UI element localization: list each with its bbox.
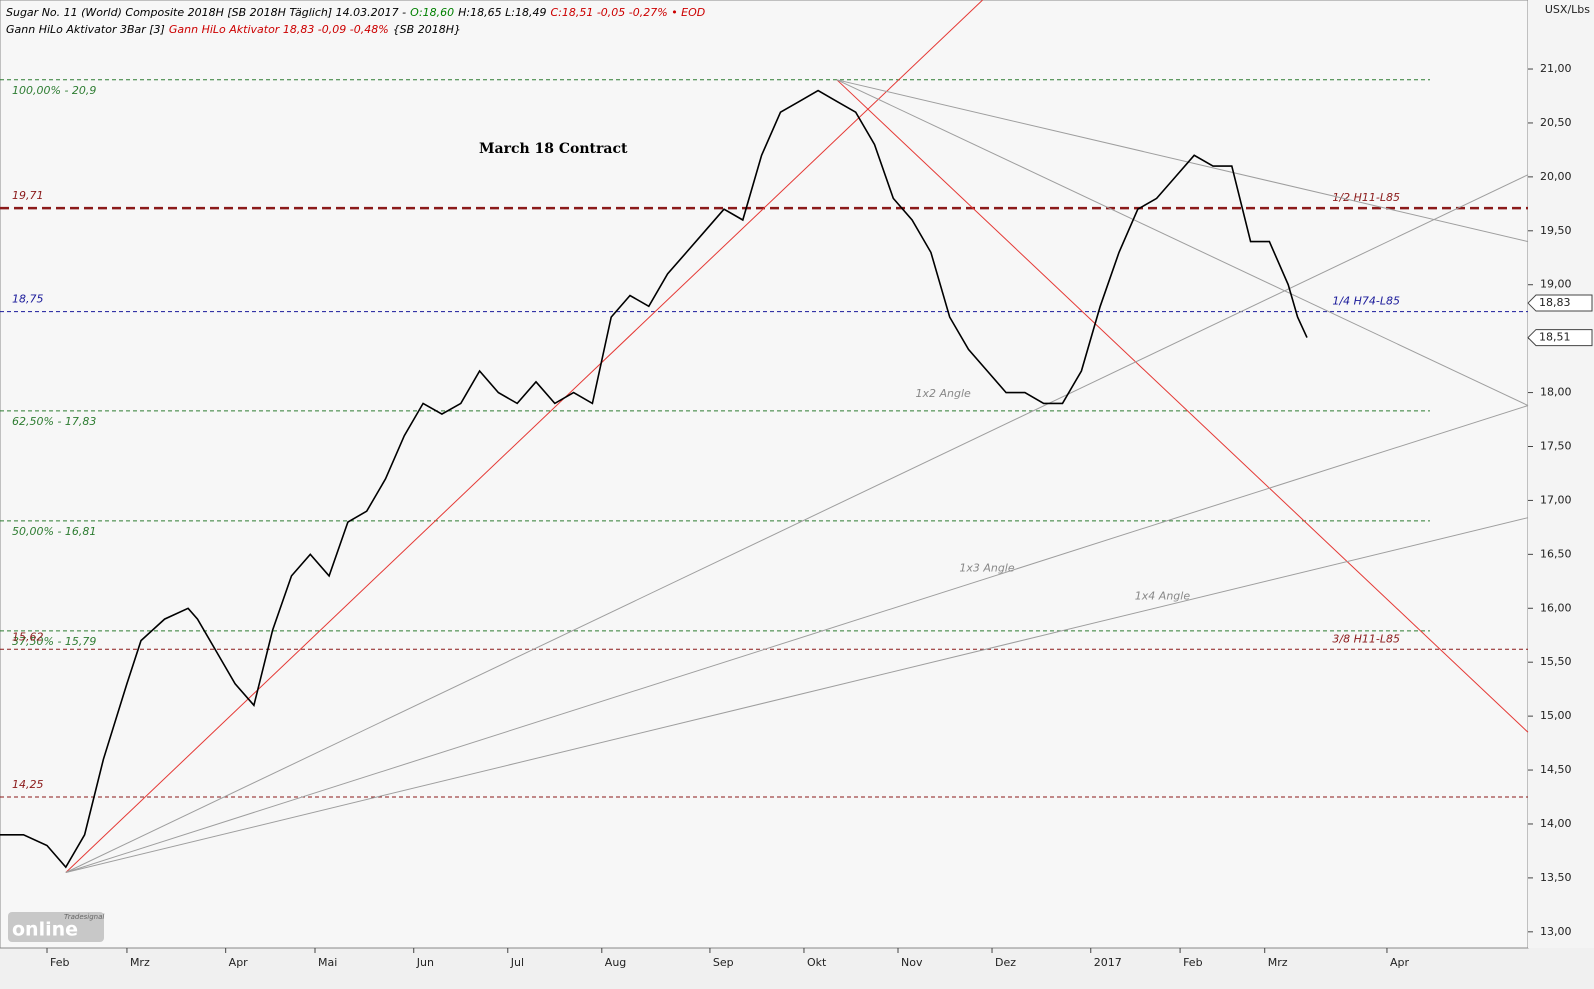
level-label: 62,50% - 17,83 — [12, 415, 96, 428]
y-tick-label: 17,50 — [1540, 439, 1572, 452]
trend-line — [65, 517, 1529, 873]
header-line-1: Sugar No. 11 (World) Composite 2018H [SB… — [6, 6, 705, 19]
level-label: 100,00% - 20,9 — [12, 84, 96, 97]
logo-box — [8, 912, 104, 942]
trend-line — [836, 79, 1529, 733]
x-tick-label: Feb — [50, 956, 69, 969]
chart-title: March 18 Contract — [479, 141, 628, 157]
trend-label: 1x4 Angle — [1135, 589, 1191, 602]
unit-label: USX/Lbs — [1545, 3, 1590, 16]
plot-area — [0, 0, 1529, 949]
x-tick-label: Apr — [229, 956, 249, 969]
y-tick-label: 18,00 — [1540, 386, 1572, 399]
y-tick-label: 13,00 — [1540, 925, 1572, 938]
trend-line — [836, 79, 1529, 406]
trend-label: 1x2 Angle — [915, 387, 971, 400]
y-tick-label: 19,50 — [1540, 224, 1572, 237]
level-label: 18,75 — [12, 293, 44, 306]
header-part: O:18,60 — [410, 6, 454, 19]
x-tick-label: Okt — [807, 956, 827, 969]
header-part: H:18,65 L:18,49 — [458, 6, 546, 19]
x-tick-label: Jun — [416, 956, 434, 969]
level-label: 50,00% - 16,81 — [12, 525, 96, 538]
x-tick-label: Apr — [1390, 956, 1410, 969]
price-marker — [1527, 294, 1593, 312]
y-tick-label: 19,00 — [1540, 278, 1572, 291]
y-tick-label: 14,00 — [1540, 817, 1572, 830]
y-axis-area — [1528, 0, 1594, 948]
y-tick-label: 16,50 — [1540, 547, 1572, 560]
trend-line — [65, 405, 1529, 873]
y-tick-label: 16,00 — [1540, 601, 1572, 614]
y-tick-label: 13,50 — [1540, 871, 1572, 884]
trend-label: 1x3 Angle — [959, 561, 1015, 574]
header-line-2: Gann HiLo Aktivator 3Bar [3] Gann HiLo Ak… — [6, 23, 461, 36]
price-marker-label: 18,51 — [1539, 331, 1571, 344]
level-right-label: 1/2 H11-L85 — [1332, 191, 1400, 204]
logo-small: Tradesignal — [64, 913, 104, 921]
header-part: {SB 2018H} — [393, 23, 461, 36]
header-part: Gann HiLo Aktivator 18,83 -0,09 -0,48% — [169, 23, 389, 36]
y-tick-label: 15,50 — [1540, 655, 1572, 668]
y-tick-label: 15,00 — [1540, 709, 1572, 722]
header-part: Sugar No. 11 (World) Composite 2018H [SB… — [6, 6, 406, 19]
trend-line — [65, 0, 983, 873]
price-line — [0, 89, 1308, 869]
x-tick-label: Jul — [510, 956, 524, 969]
level-label: 19,71 — [12, 189, 44, 202]
y-tick-label: 20,00 — [1540, 170, 1572, 183]
x-tick-label: 2017 — [1094, 956, 1122, 969]
y-tick-label: 21,00 — [1540, 62, 1572, 75]
x-tick-label: Aug — [605, 956, 626, 969]
x-tick-label: Sep — [713, 956, 734, 969]
x-tick-label: Mai — [318, 956, 337, 969]
price-marker-label: 18,83 — [1539, 296, 1571, 309]
level-right-label: 3/8 H11-L85 — [1332, 632, 1400, 645]
x-tick-label: Dez — [995, 956, 1016, 969]
level-label: 37,50% - 15,79 — [12, 635, 96, 648]
header-part: Gann HiLo Aktivator 3Bar [3] — [6, 23, 165, 36]
x-tick-label: Mrz — [1268, 956, 1288, 969]
x-tick-label: Mrz — [130, 956, 150, 969]
y-tick-label: 17,00 — [1540, 493, 1572, 506]
y-tick-label: 14,50 — [1540, 763, 1572, 776]
y-tick-label: 20,50 — [1540, 116, 1572, 129]
header-part: C:18,51 -0,05 -0,27% • EOD — [550, 6, 705, 19]
x-tick-label: Feb — [1183, 956, 1202, 969]
trend-line — [836, 79, 1529, 243]
level-label: 15,62 — [12, 630, 44, 643]
logo: online — [12, 919, 78, 941]
level-label: 14,25 — [12, 778, 44, 791]
price-marker — [1527, 329, 1593, 347]
level-right-label: 1/4 H74-L85 — [1332, 295, 1400, 308]
x-tick-label: Nov — [901, 956, 923, 969]
